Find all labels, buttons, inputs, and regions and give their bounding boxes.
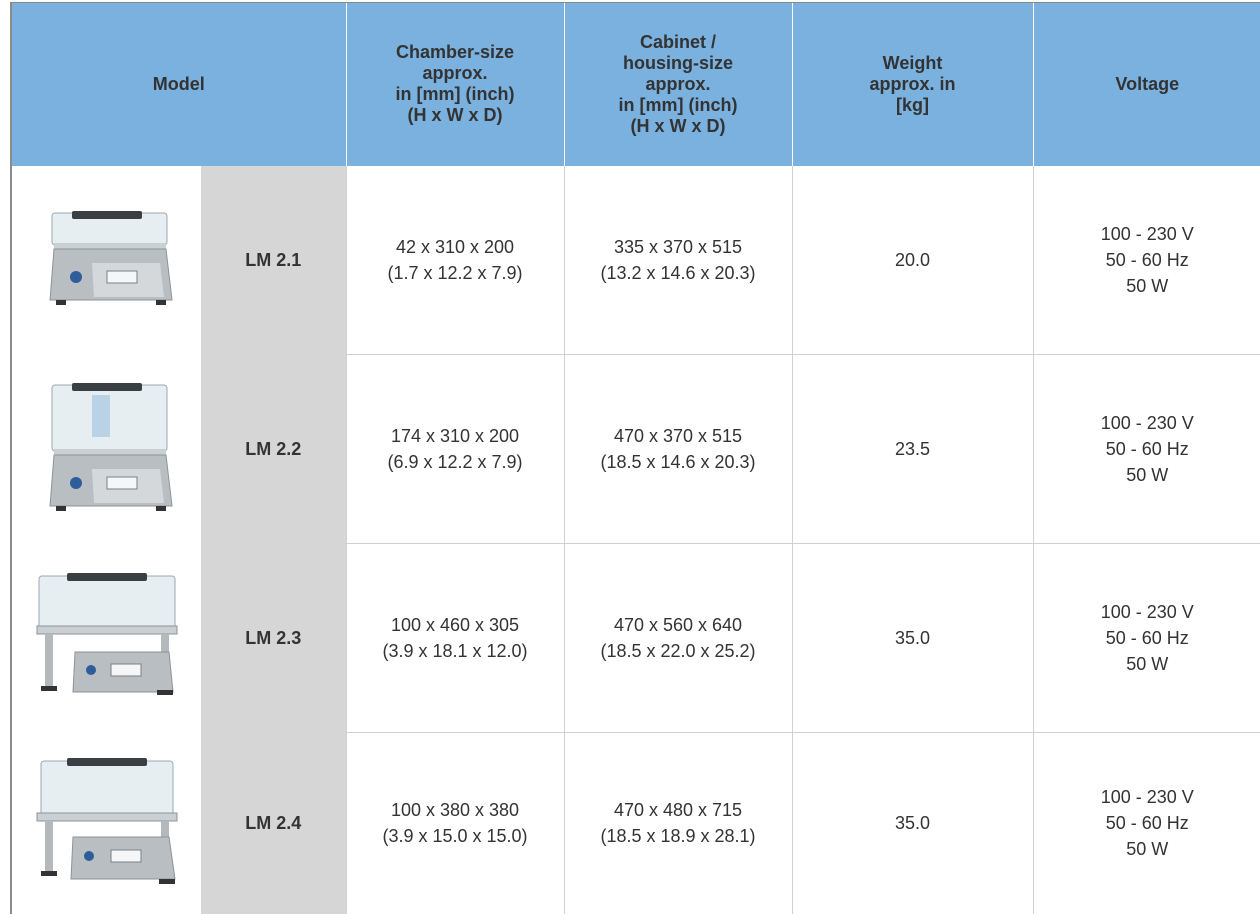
cabinet-inch: (13.2 x 14.6 x 20.3) bbox=[565, 260, 792, 286]
header-chamber-line: approx. bbox=[355, 63, 556, 84]
power-value: 50 W bbox=[1034, 651, 1260, 677]
cabinet-size-cell: 470 x 560 x 640 (18.5 x 22.0 x 25.2) bbox=[564, 544, 792, 733]
power-value: 50 W bbox=[1034, 462, 1260, 488]
header-weight-line: Weight bbox=[801, 53, 1025, 74]
cabinet-inch: (18.5 x 22.0 x 25.2) bbox=[565, 638, 792, 664]
voltage-cell: 100 - 230 V 50 - 60 Hz 50 W bbox=[1033, 355, 1260, 544]
chamber-size-cell: 100 x 460 x 305 (3.9 x 18.1 x 12.0) bbox=[346, 544, 564, 733]
cabinet-mm: 470 x 370 x 515 bbox=[565, 423, 792, 449]
header-cabinet-line: (H x W x D) bbox=[573, 116, 784, 137]
header-chamber-line: Chamber-size bbox=[355, 42, 556, 63]
chamber-size-cell: 42 x 310 x 200 (1.7 x 12.2 x 7.9) bbox=[346, 166, 564, 355]
model-cell: LM 2.3 bbox=[201, 544, 346, 733]
header-weight-line: [kg] bbox=[801, 95, 1025, 116]
frequency-value: 50 - 60 Hz bbox=[1034, 436, 1260, 462]
cabinet-inch: (18.5 x 14.6 x 20.3) bbox=[565, 449, 792, 475]
spec-table-container: Model Chamber-size approx. in [mm] (inch… bbox=[10, 2, 1260, 913]
cabinet-mm: 470 x 560 x 640 bbox=[565, 612, 792, 638]
chamber-inch: (3.9 x 18.1 x 12.0) bbox=[347, 638, 564, 664]
cabinet-size-cell: 335 x 370 x 515 (13.2 x 14.6 x 20.3) bbox=[564, 166, 792, 355]
header-cabinet-line: approx. bbox=[573, 74, 784, 95]
header-cabinet-line: Cabinet / bbox=[573, 32, 784, 53]
power-value: 50 W bbox=[1034, 273, 1260, 299]
weight-cell: 20.0 bbox=[792, 166, 1033, 355]
product-image-cell bbox=[11, 733, 201, 914]
chamber-mm: 100 x 460 x 305 bbox=[347, 612, 564, 638]
vacuum-chamber-stand-wide-icon bbox=[27, 568, 187, 708]
frequency-value: 50 - 60 Hz bbox=[1034, 625, 1260, 651]
voltage-value: 100 - 230 V bbox=[1034, 784, 1260, 810]
cabinet-size-cell: 470 x 370 x 515 (18.5 x 14.6 x 20.3) bbox=[564, 355, 792, 544]
table-row: LM 2.4 100 x 380 x 380 (3.9 x 15.0 x 15.… bbox=[11, 733, 1260, 914]
header-chamber-line: (H x W x D) bbox=[355, 105, 556, 126]
cabinet-mm: 470 x 480 x 715 bbox=[565, 797, 792, 823]
model-cell: LM 2.2 bbox=[201, 355, 346, 544]
header-weight-line: approx. in bbox=[801, 74, 1025, 95]
frequency-value: 50 - 60 Hz bbox=[1034, 247, 1260, 273]
cabinet-mm: 335 x 370 x 515 bbox=[565, 234, 792, 260]
vacuum-chamber-stand-deep-icon bbox=[27, 753, 187, 893]
weight-cell: 35.0 bbox=[792, 733, 1033, 914]
voltage-cell: 100 - 230 V 50 - 60 Hz 50 W bbox=[1033, 544, 1260, 733]
cabinet-size-cell: 470 x 480 x 715 (18.5 x 18.9 x 28.1) bbox=[564, 733, 792, 914]
header-chamber-line: in [mm] (inch) bbox=[355, 84, 556, 105]
header-row: Model Chamber-size approx. in [mm] (inch… bbox=[11, 3, 1260, 166]
chamber-mm: 100 x 380 x 380 bbox=[347, 797, 564, 823]
model-spec-table: Model Chamber-size approx. in [mm] (inch… bbox=[10, 2, 1260, 914]
chamber-inch: (6.9 x 12.2 x 7.9) bbox=[347, 449, 564, 475]
frequency-value: 50 - 60 Hz bbox=[1034, 810, 1260, 836]
header-voltage-label: Voltage bbox=[1115, 74, 1179, 94]
chamber-inch: (3.9 x 15.0 x 15.0) bbox=[347, 823, 564, 849]
vacuum-chamber-tall-icon bbox=[32, 379, 182, 519]
header-cabinet-line: housing-size bbox=[573, 53, 784, 74]
weight-cell: 35.0 bbox=[792, 544, 1033, 733]
header-model-label: Model bbox=[153, 74, 205, 94]
header-voltage: Voltage bbox=[1033, 3, 1260, 166]
voltage-value: 100 - 230 V bbox=[1034, 599, 1260, 625]
chamber-size-cell: 100 x 380 x 380 (3.9 x 15.0 x 15.0) bbox=[346, 733, 564, 914]
vacuum-chamber-small-icon bbox=[32, 205, 182, 315]
model-cell: LM 2.4 bbox=[201, 733, 346, 914]
header-model: Model bbox=[11, 3, 346, 166]
weight-cell: 23.5 bbox=[792, 355, 1033, 544]
model-cell: LM 2.1 bbox=[201, 166, 346, 355]
voltage-cell: 100 - 230 V 50 - 60 Hz 50 W bbox=[1033, 166, 1260, 355]
chamber-size-cell: 174 x 310 x 200 (6.9 x 12.2 x 7.9) bbox=[346, 355, 564, 544]
product-image-cell bbox=[11, 544, 201, 733]
header-chamber-size: Chamber-size approx. in [mm] (inch) (H x… bbox=[346, 3, 564, 166]
voltage-value: 100 - 230 V bbox=[1034, 410, 1260, 436]
voltage-value: 100 - 230 V bbox=[1034, 221, 1260, 247]
table-row: LM 2.2 174 x 310 x 200 (6.9 x 12.2 x 7.9… bbox=[11, 355, 1260, 544]
header-weight: Weight approx. in [kg] bbox=[792, 3, 1033, 166]
header-cabinet-line: in [mm] (inch) bbox=[573, 95, 784, 116]
chamber-mm: 174 x 310 x 200 bbox=[347, 423, 564, 449]
cabinet-inch: (18.5 x 18.9 x 28.1) bbox=[565, 823, 792, 849]
header-cabinet-size: Cabinet / housing-size approx. in [mm] (… bbox=[564, 3, 792, 166]
table-row: LM 2.1 42 x 310 x 200 (1.7 x 12.2 x 7.9)… bbox=[11, 166, 1260, 355]
voltage-cell: 100 - 230 V 50 - 60 Hz 50 W bbox=[1033, 733, 1260, 914]
table-row: LM 2.3 100 x 460 x 305 (3.9 x 18.1 x 12.… bbox=[11, 544, 1260, 733]
product-image-cell bbox=[11, 355, 201, 544]
power-value: 50 W bbox=[1034, 836, 1260, 862]
chamber-mm: 42 x 310 x 200 bbox=[347, 234, 564, 260]
chamber-inch: (1.7 x 12.2 x 7.9) bbox=[347, 260, 564, 286]
product-image-cell bbox=[11, 166, 201, 355]
